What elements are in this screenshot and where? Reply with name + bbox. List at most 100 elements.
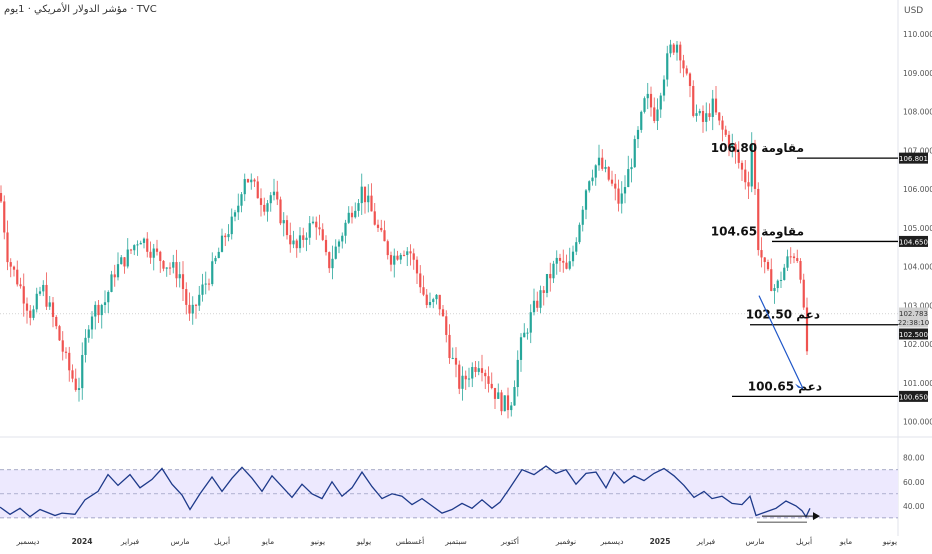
candle-body (545, 273, 549, 293)
candle-body (435, 294, 438, 300)
resistance-2-label: مقاومة 104.65 (711, 224, 804, 239)
candle-body (107, 291, 110, 303)
candle-body (380, 227, 383, 231)
candle-body (744, 169, 747, 183)
candle-body (783, 267, 786, 280)
candle-body (285, 220, 289, 236)
candle-body (432, 299, 435, 303)
x-axis-label: 2025 (650, 537, 671, 546)
candle-body (243, 179, 246, 195)
candle-body (217, 251, 220, 259)
x-axis-label: أبريل (214, 536, 230, 546)
candle-body (753, 143, 757, 189)
candle-body (659, 95, 662, 110)
candle-body (770, 269, 773, 291)
candle-body (796, 258, 799, 262)
candle-body (256, 181, 259, 199)
candle-body (402, 254, 406, 256)
candle-body (584, 190, 588, 210)
price-tag-label: 100.650 (899, 393, 928, 401)
candle-body (16, 269, 19, 285)
candle-body (240, 194, 243, 206)
candle-body (185, 289, 188, 305)
candle-body (532, 300, 536, 313)
candle-body (71, 370, 74, 379)
candle-body (506, 395, 510, 411)
price-axis-tick: 103.000 (903, 301, 932, 310)
candle-body (601, 157, 604, 169)
candle-body (194, 304, 198, 306)
candle-body (490, 383, 493, 389)
candle-body (142, 238, 146, 243)
x-axis-label: فبراير (120, 537, 140, 546)
candle-body (120, 257, 123, 265)
candle-body (636, 129, 640, 140)
candle-body (350, 212, 354, 218)
candle-body (708, 113, 711, 117)
candle-body (445, 316, 448, 335)
candle-body (497, 392, 500, 399)
candle-body (204, 283, 207, 285)
candle-body (578, 224, 581, 243)
candle-body (614, 183, 617, 189)
candle-body (367, 195, 370, 203)
candle-body (503, 395, 506, 412)
x-axis-label: يونيو (882, 537, 897, 546)
candle-body (779, 279, 783, 281)
candle-body (591, 177, 594, 182)
x-axis-label: فبراير (696, 537, 716, 546)
candle-body (298, 235, 302, 249)
candle-body (84, 337, 87, 355)
candle-body (74, 378, 77, 390)
candle-body (181, 274, 185, 290)
candle-body (500, 392, 503, 412)
candle-body (386, 241, 389, 256)
candle-body (253, 179, 256, 182)
candle-body (669, 44, 672, 54)
price-axis-tick: 105.000 (903, 224, 932, 233)
candle-body (698, 111, 701, 114)
candle-body (679, 44, 682, 61)
candle-body (630, 167, 633, 170)
price-tag-bg (899, 316, 928, 328)
candle-body (750, 143, 753, 187)
candle-body (126, 249, 129, 267)
candle-body (653, 107, 656, 121)
candle-body (510, 405, 513, 411)
price-axis-tick: 101.000 (903, 379, 932, 388)
price-axis-tick: 107.000 (903, 146, 932, 155)
candle-body (682, 60, 685, 69)
candle-body (662, 79, 666, 96)
candle-body (747, 182, 750, 187)
candle-body (718, 112, 721, 121)
rsi-axis-tick: 60.00 (903, 478, 925, 487)
candle-body (35, 293, 38, 310)
candle-body (565, 262, 568, 269)
candle-body (513, 387, 516, 406)
candle-body (168, 267, 172, 269)
candle-body (263, 204, 266, 212)
candle-body (29, 310, 32, 318)
support-2-label: دعم 100.65 (748, 379, 822, 393)
candle-body (448, 334, 451, 359)
candle-body (549, 273, 552, 279)
candle-body (484, 372, 487, 377)
candle-body (370, 195, 373, 212)
candle-body (129, 249, 133, 251)
candle-body (737, 152, 740, 163)
candle-body (620, 193, 623, 204)
candle-body (64, 351, 68, 353)
price-tag-label: 102.783 (899, 310, 928, 318)
candle-body (61, 340, 64, 352)
candle-body (12, 266, 16, 270)
down-arrow-line (758, 295, 804, 389)
candle-body (328, 252, 331, 269)
candle-body (149, 251, 152, 258)
candle-body (552, 263, 555, 279)
candle-body (441, 309, 445, 317)
resistance-1-label: مقاومة 106.80 (711, 141, 804, 156)
candle-body (461, 375, 464, 389)
price-axis-tick: 102.000 (903, 340, 932, 349)
